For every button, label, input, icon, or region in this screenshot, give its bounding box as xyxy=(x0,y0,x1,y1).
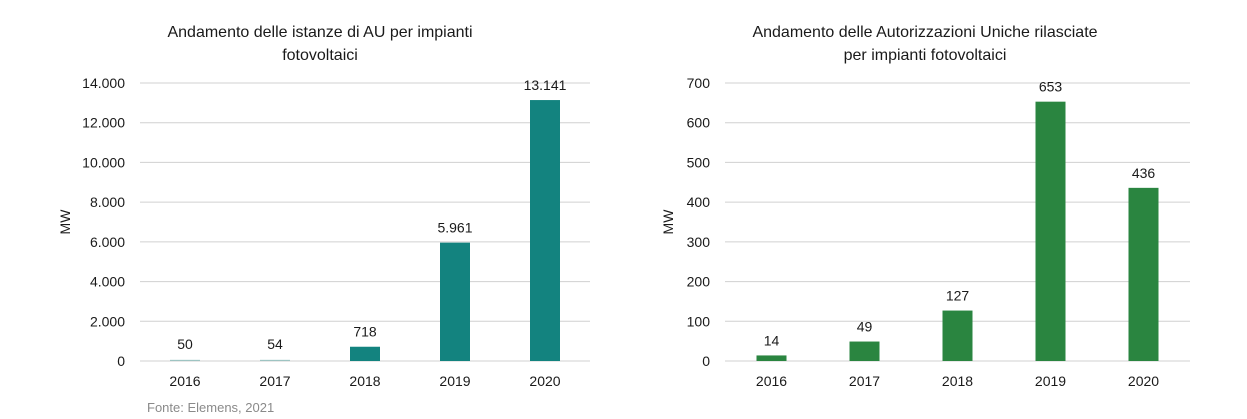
bar xyxy=(260,359,290,361)
y-tick-label: 4.000 xyxy=(90,274,125,290)
chart-title-line: Andamento delle istanze di AU per impian… xyxy=(167,24,472,41)
x-tick-label: 2019 xyxy=(1035,373,1066,389)
data-label: 13.141 xyxy=(524,77,567,93)
y-tick-label: 8.000 xyxy=(90,194,125,210)
chart-au-istanze: Andamento delle istanze di AU per impian… xyxy=(57,24,590,389)
data-label: 436 xyxy=(1132,165,1156,181)
y-tick-label: 12.000 xyxy=(82,115,125,131)
data-label: 54 xyxy=(267,336,283,352)
x-tick-label: 2018 xyxy=(349,373,380,389)
x-tick-label: 2020 xyxy=(1128,373,1159,389)
y-tick-label: 700 xyxy=(687,75,711,91)
y-tick-label: 100 xyxy=(687,313,711,329)
bar xyxy=(350,346,380,361)
data-label: 14 xyxy=(764,332,780,348)
bar xyxy=(1035,101,1066,361)
chart-title-line: Andamento delle Autorizzazioni Uniche ri… xyxy=(752,24,1097,41)
y-tick-label: 14.000 xyxy=(82,75,125,91)
x-tick-label: 2017 xyxy=(259,373,290,389)
x-tick-label: 2018 xyxy=(942,373,973,389)
y-tick-label: 0 xyxy=(117,353,125,369)
data-label: 49 xyxy=(857,319,873,335)
bar xyxy=(440,242,470,361)
data-label: 653 xyxy=(1039,79,1063,95)
data-label: 718 xyxy=(353,324,377,340)
y-axis-label: MW xyxy=(57,209,73,235)
y-tick-label: 10.000 xyxy=(82,154,125,170)
bar xyxy=(1128,187,1159,361)
x-tick-label: 2016 xyxy=(756,373,787,389)
chart-au-rilasciate: Andamento delle Autorizzazioni Uniche ri… xyxy=(660,24,1190,389)
bar xyxy=(849,341,880,361)
y-tick-label: 200 xyxy=(687,274,711,290)
bar xyxy=(530,100,560,362)
x-tick-label: 2020 xyxy=(529,373,560,389)
x-tick-label: 2017 xyxy=(849,373,880,389)
y-tick-label: 500 xyxy=(687,154,711,170)
chart-title-line: per impianti fotovoltaici xyxy=(844,47,1007,64)
y-tick-label: 6.000 xyxy=(90,234,125,250)
bar xyxy=(170,359,200,361)
bar xyxy=(942,310,973,361)
data-label: 50 xyxy=(177,336,193,352)
y-tick-label: 2.000 xyxy=(90,313,125,329)
y-axis-label: MW xyxy=(660,209,676,235)
y-tick-label: 0 xyxy=(702,353,710,369)
y-tick-label: 400 xyxy=(687,194,711,210)
bar xyxy=(756,355,787,361)
y-tick-label: 300 xyxy=(687,234,711,250)
y-tick-label: 600 xyxy=(687,115,711,131)
data-label: 127 xyxy=(946,288,970,304)
source-note: Fonte: Elemens, 2021 xyxy=(147,400,275,415)
chart-title-line: fotovoltaici xyxy=(282,47,358,64)
x-tick-label: 2019 xyxy=(439,373,470,389)
x-tick-label: 2016 xyxy=(169,373,200,389)
data-label: 5.961 xyxy=(437,220,472,236)
